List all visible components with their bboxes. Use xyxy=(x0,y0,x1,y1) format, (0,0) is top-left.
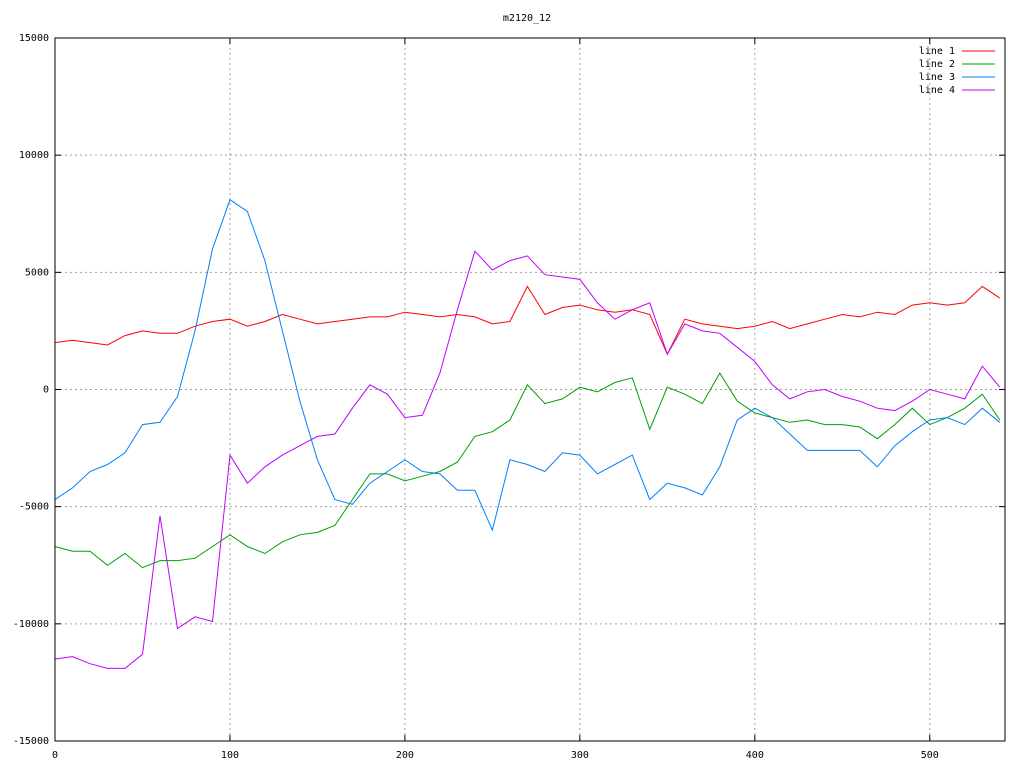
y-tick-label: 15000 xyxy=(19,33,49,44)
y-tick-label: 10000 xyxy=(19,150,49,161)
y-tick-label: -10000 xyxy=(13,619,49,630)
x-tick-label: 100 xyxy=(221,750,239,761)
y-tick-label: 0 xyxy=(43,385,49,396)
y-tick-label: -15000 xyxy=(13,736,49,747)
chart-title: m2120_12 xyxy=(503,13,551,24)
x-tick-label: 300 xyxy=(571,750,589,761)
legend-label: line 2 xyxy=(919,59,955,70)
plot-border xyxy=(54,37,1006,742)
data-line xyxy=(54,372,1001,569)
x-tick-label: 400 xyxy=(746,750,764,761)
y-tick-label: -5000 xyxy=(19,502,49,513)
data-line xyxy=(54,250,1001,669)
data-line xyxy=(54,198,1001,532)
x-tick-label: 0 xyxy=(52,750,58,761)
legend-label: line 4 xyxy=(919,85,955,96)
x-tick-label: 200 xyxy=(396,750,414,761)
x-tick-label: 500 xyxy=(921,750,939,761)
data-line xyxy=(54,285,1001,356)
y-tick-label: 5000 xyxy=(25,267,49,278)
legend-label: line 1 xyxy=(919,46,955,57)
legend-label: line 3 xyxy=(919,72,955,83)
